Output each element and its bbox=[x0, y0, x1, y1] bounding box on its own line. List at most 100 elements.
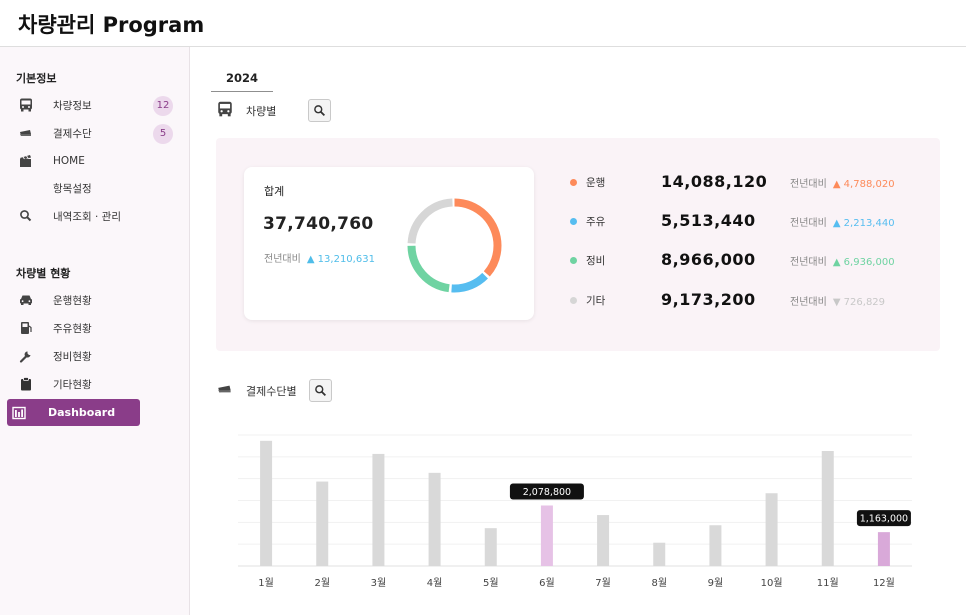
vehicle-section-header: 차량별 bbox=[216, 99, 332, 122]
app-header: 차량관리 Program bbox=[0, 0, 966, 47]
bar-2월[interactable] bbox=[316, 481, 329, 566]
bar-6월[interactable] bbox=[540, 505, 553, 566]
payment-bar-chart: 1월 2월 3월 4월 5월 6월 7월 8월 9월 10월 11월 12월 2,078,800 1,1… bbox=[238, 434, 912, 589]
tooltip-value: 2,078,800 bbox=[523, 487, 571, 498]
search-icon bbox=[14, 208, 42, 224]
legend-row-maintenance: 정비 8,966,000 전년대비 ▲ 6,936,000 bbox=[570, 250, 915, 270]
sidebar-item-home[interactable]: HOME bbox=[14, 148, 178, 174]
sidebar-heading-vehicle-status: 차량별 현황 bbox=[16, 267, 71, 280]
x-tick-label: 4월 bbox=[427, 577, 443, 589]
sidebar-item-fuel-status[interactable]: 주유현황 bbox=[14, 315, 178, 341]
x-tick-label: 9월 bbox=[708, 577, 724, 589]
bar-1월[interactable] bbox=[260, 440, 273, 566]
x-tick-label: 8월 bbox=[651, 577, 667, 589]
donut-segment-1 bbox=[407, 198, 502, 293]
total-comp-delta: ▲ 13,210,631 bbox=[306, 254, 375, 265]
legend-name: 운행 bbox=[586, 177, 606, 189]
x-tick-label: 5월 bbox=[483, 577, 499, 589]
legend-name: 주유 bbox=[586, 216, 606, 228]
legend-value: 9,173,200 bbox=[661, 290, 756, 309]
x-tick-label: 10월 bbox=[761, 577, 783, 589]
legend-row-driving: 운행 14,088,120 전년대비 ▲ 4,788,020 bbox=[570, 172, 915, 192]
sidebar-item-payment[interactable]: 결제수단 5 bbox=[14, 120, 178, 146]
vehicle-search-button[interactable] bbox=[308, 99, 332, 122]
legend-comp-label: 전년대비 bbox=[790, 257, 827, 268]
x-tick-label: 11월 bbox=[817, 577, 839, 589]
legend-comp-label: 전년대비 bbox=[790, 179, 827, 190]
section-title-vehicle: 차량별 bbox=[246, 104, 277, 118]
legend-name: 정비 bbox=[586, 255, 606, 267]
legend-comparison: 전년대비 ▲ 4,788,020 bbox=[790, 175, 895, 190]
sidebar-item-history[interactable]: 내역조회 · 관리 bbox=[14, 203, 178, 229]
bar-3월[interactable] bbox=[372, 453, 385, 566]
legend-dot bbox=[570, 179, 577, 186]
sidebar-item-label: 운행현황 bbox=[53, 294, 92, 307]
clipboard-icon bbox=[14, 376, 42, 392]
total-label: 합계 bbox=[264, 185, 285, 198]
fuel-icon bbox=[14, 320, 42, 336]
value-tooltip: 1,163,000 bbox=[856, 510, 911, 527]
sidebar-item-label: 기타현황 bbox=[53, 378, 92, 391]
sidebar-item-item-settings[interactable]: 항목설정 bbox=[14, 175, 178, 201]
x-tick-label: 1월 bbox=[258, 577, 274, 589]
legend-name: 기타 bbox=[586, 295, 606, 307]
legend-dot bbox=[570, 218, 577, 225]
bar-5월[interactable] bbox=[484, 528, 497, 566]
x-tick-label: 12월 bbox=[873, 577, 895, 589]
legend-delta: ▲ 2,213,440 bbox=[832, 218, 895, 229]
legend-delta: ▲ 4,788,020 bbox=[832, 179, 895, 190]
sidebar-item-etc-status[interactable]: 기타현황 bbox=[14, 371, 178, 397]
bar-4월[interactable] bbox=[428, 472, 441, 566]
sidebar-item-vehicle-info[interactable]: 차량정보 12 bbox=[14, 92, 178, 118]
tooltip-background bbox=[509, 483, 584, 500]
payment-search-button[interactable] bbox=[308, 379, 332, 402]
car-icon bbox=[14, 292, 42, 308]
sidebar-item-label: 정비현황 bbox=[53, 350, 92, 363]
sidebar-item-dashboard[interactable]: Dashboard bbox=[7, 399, 140, 426]
sidebar-item-label: Dashboard bbox=[48, 406, 116, 419]
section-title-payment: 결제수단별 bbox=[246, 384, 297, 398]
donut-segment-0 bbox=[407, 198, 502, 293]
legend-value: 5,513,440 bbox=[661, 211, 756, 230]
tooltip-value: 1,163,000 bbox=[860, 514, 908, 525]
bar-7월[interactable] bbox=[597, 515, 610, 566]
legend-comparison: 전년대비 ▼ 726,829 bbox=[790, 293, 885, 308]
legend-dot bbox=[570, 297, 577, 304]
wallet-icon bbox=[216, 380, 234, 402]
bar-10월[interactable] bbox=[765, 493, 778, 566]
bar-12월[interactable] bbox=[877, 532, 890, 566]
legend-comparison: 전년대비 ▲ 6,936,000 bbox=[790, 253, 895, 268]
category-donut-chart bbox=[407, 198, 502, 293]
tooltip-background bbox=[856, 510, 911, 527]
legend-dot bbox=[570, 257, 577, 264]
search-icon bbox=[314, 105, 326, 117]
total-card: 합계 37,740,760 전년대비 ▲ 13,210,631 bbox=[244, 167, 534, 320]
bar-9월[interactable] bbox=[709, 525, 722, 566]
year-tab-2024[interactable]: 2024 bbox=[211, 65, 273, 92]
sidebar-item-label: HOME bbox=[53, 155, 85, 167]
sidebar-item-maintenance-status[interactable]: 정비현황 bbox=[14, 343, 178, 369]
legend-delta: ▲ 6,936,000 bbox=[832, 257, 895, 268]
total-comp-label: 전년대비 bbox=[264, 254, 301, 265]
value-tooltip: 2,078,800 bbox=[509, 483, 584, 500]
legend-row-fuel: 주유 5,513,440 전년대비 ▲ 2,213,440 bbox=[570, 211, 915, 231]
legend-value: 14,088,120 bbox=[661, 172, 768, 191]
wallet-icon bbox=[14, 125, 42, 141]
sidebar-item-label: 차량정보 bbox=[53, 99, 92, 112]
legend-value: 8,966,000 bbox=[661, 250, 756, 269]
sidebar-item-label: 주유현황 bbox=[53, 322, 92, 335]
x-tick-label: 7월 bbox=[595, 577, 611, 589]
sidebar-item-driving-status[interactable]: 운행현황 bbox=[14, 287, 178, 313]
count-badge: 12 bbox=[153, 96, 173, 116]
app-title: 차량관리 Program bbox=[18, 13, 205, 37]
clapperboard-icon bbox=[14, 153, 42, 169]
sidebar-heading-basic: 기본정보 bbox=[16, 72, 57, 85]
bar-11월[interactable] bbox=[821, 451, 834, 566]
count-badge: 5 bbox=[153, 124, 173, 144]
bar-8월[interactable] bbox=[653, 542, 666, 566]
total-comparison: 전년대비 ▲ 13,210,631 bbox=[264, 250, 375, 265]
legend-row-etc: 기타 9,173,200 전년대비 ▼ 726,829 bbox=[570, 290, 915, 310]
search-icon bbox=[314, 385, 326, 397]
sidebar-item-label: 내역조회 · 관리 bbox=[53, 210, 121, 223]
x-tick-label: 2월 bbox=[314, 577, 330, 589]
